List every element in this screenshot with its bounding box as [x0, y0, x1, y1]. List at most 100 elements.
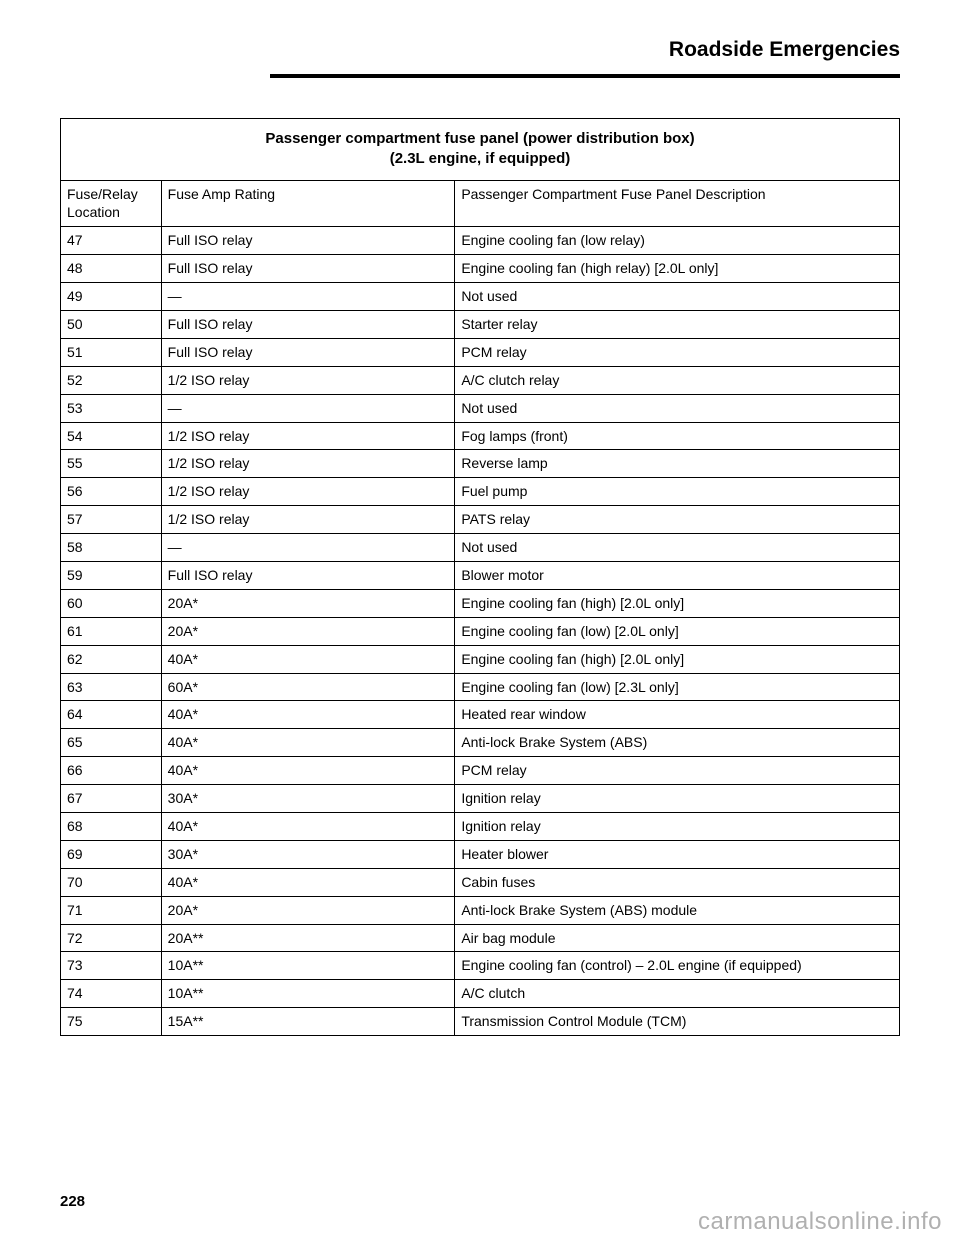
cell-location: 51 — [61, 338, 162, 366]
table-title-line1: Passenger compartment fuse panel (power … — [265, 130, 694, 147]
cell-location: 63 — [61, 673, 162, 701]
table-title-row: Passenger compartment fuse panel (power … — [61, 119, 900, 181]
fuse-table: Passenger compartment fuse panel (power … — [60, 118, 900, 1036]
header-rule — [270, 74, 900, 78]
cell-description: Engine cooling fan (high) [2.0L only] — [455, 645, 900, 673]
table-title-line2: (2.3L engine, if equipped) — [390, 150, 571, 167]
cell-description: Air bag module — [455, 924, 900, 952]
cell-location: 72 — [61, 924, 162, 952]
table-row: 541/2 ISO relayFog lamps (front) — [61, 422, 900, 450]
table-row: 7515A**Transmission Control Module (TCM) — [61, 1008, 900, 1036]
cell-location: 74 — [61, 980, 162, 1008]
cell-description: PCM relay — [455, 338, 900, 366]
cell-rating: 20A** — [161, 924, 455, 952]
col-header-rating: Fuse Amp Rating — [161, 180, 455, 227]
cell-rating: — — [161, 394, 455, 422]
table-row: 53—Not used — [61, 394, 900, 422]
table-row: 6120A*Engine cooling fan (low) [2.0L onl… — [61, 617, 900, 645]
table-title-cell: Passenger compartment fuse panel (power … — [61, 119, 900, 181]
cell-rating: 40A* — [161, 812, 455, 840]
cell-location: 69 — [61, 840, 162, 868]
table-row: 49—Not used — [61, 283, 900, 311]
cell-rating: 40A* — [161, 868, 455, 896]
table-row: 521/2 ISO relayA/C clutch relay — [61, 366, 900, 394]
cell-description: Heater blower — [455, 840, 900, 868]
section-title: Roadside Emergencies — [669, 38, 900, 62]
table-row: 571/2 ISO relayPATS relay — [61, 506, 900, 534]
cell-description: Fog lamps (front) — [455, 422, 900, 450]
table-row: 51Full ISO relayPCM relay — [61, 338, 900, 366]
watermark: carmanualsonline.info — [698, 1208, 942, 1236]
page-number: 228 — [60, 1193, 85, 1210]
table-row: 7040A*Cabin fuses — [61, 868, 900, 896]
cell-description: Engine cooling fan (low) [2.3L only] — [455, 673, 900, 701]
cell-location: 65 — [61, 729, 162, 757]
table-header-row: Fuse/Relay Location Fuse Amp Rating Pass… — [61, 180, 900, 227]
col-header-description: Passenger Compartment Fuse Panel Descrip… — [455, 180, 900, 227]
cell-description: Not used — [455, 283, 900, 311]
cell-rating: 20A* — [161, 589, 455, 617]
cell-location: 62 — [61, 645, 162, 673]
cell-description: A/C clutch — [455, 980, 900, 1008]
cell-description: Anti-lock Brake System (ABS) — [455, 729, 900, 757]
table-row: 6730A*Ignition relay — [61, 785, 900, 813]
table-row: 7310A**Engine cooling fan (control) – 2.… — [61, 952, 900, 980]
cell-description: A/C clutch relay — [455, 366, 900, 394]
table-row: 561/2 ISO relayFuel pump — [61, 478, 900, 506]
cell-rating: 40A* — [161, 729, 455, 757]
cell-rating: 1/2 ISO relay — [161, 422, 455, 450]
table-row: 551/2 ISO relayReverse lamp — [61, 450, 900, 478]
table-row: 48Full ISO relayEngine cooling fan (high… — [61, 255, 900, 283]
cell-location: 48 — [61, 255, 162, 283]
table-row: 50Full ISO relayStarter relay — [61, 310, 900, 338]
table-row: 6930A*Heater blower — [61, 840, 900, 868]
cell-description: Engine cooling fan (high relay) [2.0L on… — [455, 255, 900, 283]
cell-rating: 40A* — [161, 645, 455, 673]
table-row: 6240A*Engine cooling fan (high) [2.0L on… — [61, 645, 900, 673]
cell-rating: Full ISO relay — [161, 310, 455, 338]
cell-location: 66 — [61, 757, 162, 785]
cell-rating: 40A* — [161, 701, 455, 729]
cell-location: 49 — [61, 283, 162, 311]
cell-rating: — — [161, 283, 455, 311]
cell-location: 70 — [61, 868, 162, 896]
cell-location: 73 — [61, 952, 162, 980]
cell-location: 59 — [61, 561, 162, 589]
table-row: 6020A*Engine cooling fan (high) [2.0L on… — [61, 589, 900, 617]
cell-description: Engine cooling fan (low) [2.0L only] — [455, 617, 900, 645]
cell-location: 47 — [61, 227, 162, 255]
page: Roadside Emergencies Passenger compartme… — [0, 0, 960, 1242]
cell-description: Engine cooling fan (low relay) — [455, 227, 900, 255]
cell-rating: — — [161, 534, 455, 562]
cell-location: 52 — [61, 366, 162, 394]
cell-rating: 1/2 ISO relay — [161, 506, 455, 534]
page-header: Roadside Emergencies — [60, 38, 900, 78]
cell-rating: 10A** — [161, 980, 455, 1008]
cell-description: Anti-lock Brake System (ABS) module — [455, 896, 900, 924]
cell-location: 60 — [61, 589, 162, 617]
cell-rating: 1/2 ISO relay — [161, 478, 455, 506]
cell-description: Starter relay — [455, 310, 900, 338]
cell-rating: 20A* — [161, 896, 455, 924]
cell-location: 55 — [61, 450, 162, 478]
table-row: 7120A*Anti-lock Brake System (ABS) modul… — [61, 896, 900, 924]
table-row: 59Full ISO relayBlower motor — [61, 561, 900, 589]
cell-location: 71 — [61, 896, 162, 924]
cell-rating: 1/2 ISO relay — [161, 366, 455, 394]
cell-rating: 30A* — [161, 840, 455, 868]
cell-rating: 30A* — [161, 785, 455, 813]
cell-rating: 1/2 ISO relay — [161, 450, 455, 478]
cell-location: 54 — [61, 422, 162, 450]
cell-rating: Full ISO relay — [161, 255, 455, 283]
cell-description: PCM relay — [455, 757, 900, 785]
cell-rating: 15A** — [161, 1008, 455, 1036]
cell-location: 68 — [61, 812, 162, 840]
cell-description: Ignition relay — [455, 812, 900, 840]
cell-location: 57 — [61, 506, 162, 534]
table-row: 6840A*Ignition relay — [61, 812, 900, 840]
cell-description: Fuel pump — [455, 478, 900, 506]
cell-description: Transmission Control Module (TCM) — [455, 1008, 900, 1036]
cell-location: 64 — [61, 701, 162, 729]
table-row: 7220A**Air bag module — [61, 924, 900, 952]
cell-rating: Full ISO relay — [161, 561, 455, 589]
